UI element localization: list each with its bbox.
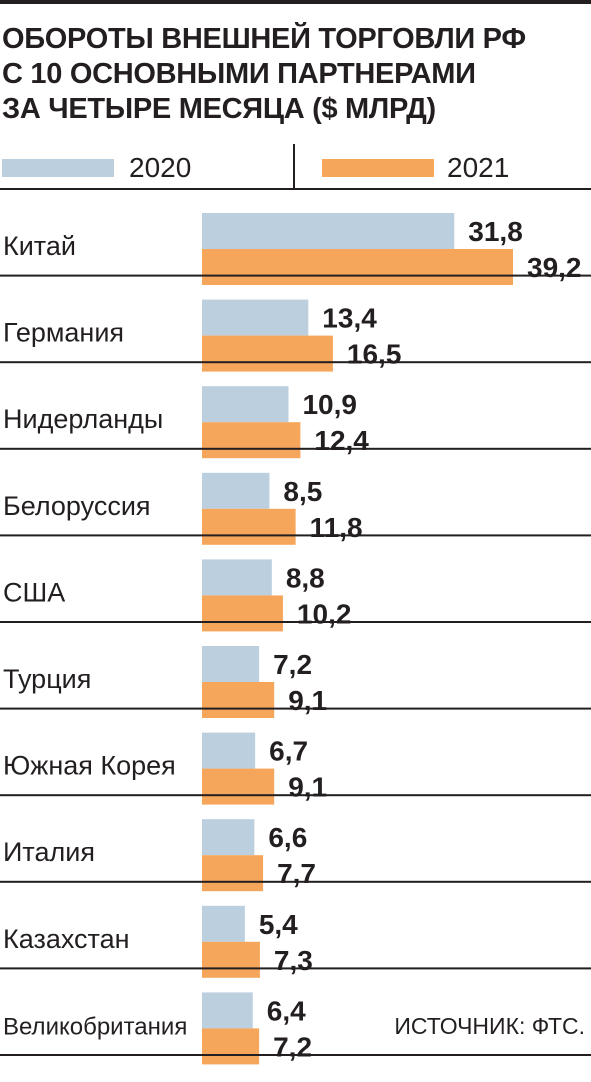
bar-group-7: Южная Корея 6,7 9,1 bbox=[0, 732, 591, 805]
bar-2020-10 bbox=[202, 992, 253, 1029]
bar-2020-6 bbox=[202, 646, 260, 682]
legend-swatch-2020 bbox=[2, 159, 114, 177]
bar-group-1: Китай 31,839,2 bbox=[0, 213, 591, 285]
chart-title-line-2: С 10 ОСНОВНЫМИ ПАРТНЕРАМИ bbox=[2, 58, 476, 90]
chart-title: ОБОРОТЫ ВНЕШНЕЙ ТОРГОВЛИ РФ С 10 ОСНОВНЫ… bbox=[2, 22, 587, 127]
bar-2021-8 bbox=[202, 855, 264, 892]
bar-group-6: Турция 7,2 9,1 bbox=[0, 646, 591, 718]
value-label-2020: 13,4 bbox=[322, 303, 377, 334]
bar-2021-3 bbox=[202, 422, 301, 459]
bar-2021-10 bbox=[202, 1028, 260, 1065]
bar-group-10: Великобритания 6,4 7,2 bbox=[0, 992, 591, 1065]
value-label-2020: 31,8 bbox=[468, 216, 522, 247]
category-label: Белоруссия bbox=[3, 491, 151, 521]
bar-2021-4 bbox=[202, 508, 296, 545]
category-label: Великобритания bbox=[3, 1013, 187, 1040]
bar-group-4: Белоруссия 8,5 11,8 bbox=[0, 472, 591, 545]
value-label-2020: 6,4 bbox=[267, 995, 306, 1026]
row-divider bbox=[0, 361, 591, 364]
value-label-2020: 10,9 bbox=[302, 389, 357, 420]
legend-swatch-2021 bbox=[322, 159, 434, 177]
row-divider bbox=[0, 880, 591, 883]
row-divider bbox=[0, 1054, 591, 1056]
value-label-2021: 12,4 bbox=[314, 425, 369, 456]
value-label-2021: 10,2 bbox=[297, 598, 352, 629]
row-divider bbox=[0, 621, 591, 623]
row-divider bbox=[0, 707, 591, 710]
bar-2020-3 bbox=[202, 386, 289, 423]
value-label-2021: 16,5 bbox=[347, 339, 402, 370]
value-label-2021: 7,7 bbox=[277, 858, 316, 889]
bar-group-9: Казахстан 5,4 7,3 bbox=[0, 905, 591, 978]
legend-divider bbox=[293, 144, 295, 188]
bar-2020-7 bbox=[202, 732, 256, 769]
bar-2021-1 bbox=[202, 249, 513, 285]
value-label-2020: 6,7 bbox=[269, 736, 308, 767]
bar-2021-5 bbox=[202, 595, 283, 632]
value-label-2021: 11,8 bbox=[310, 512, 363, 543]
bar-group-8: Италия 6,6 7,7 bbox=[0, 819, 591, 892]
bar-group-2: Германия 13,4 16,5 bbox=[0, 299, 591, 372]
category-label: Казахстан bbox=[3, 924, 130, 954]
value-label-2020: 6,6 bbox=[268, 822, 307, 853]
bar-group-3: Нидерланды 10,9 12,4 bbox=[0, 386, 591, 459]
category-label: Германия bbox=[3, 318, 124, 348]
bar-group-5: США 8,8 10,2 bbox=[0, 559, 591, 632]
value-label-2021: 7,3 bbox=[274, 945, 313, 976]
category-label: Италия bbox=[3, 837, 95, 867]
bar-2021-7 bbox=[202, 768, 275, 805]
value-label-2020: 7,2 bbox=[273, 649, 312, 680]
row-divider bbox=[0, 274, 591, 277]
value-label-2021: 9,1 bbox=[288, 772, 327, 803]
bar-2021-6 bbox=[202, 682, 275, 718]
row-divider bbox=[0, 967, 591, 970]
top-rule bbox=[0, 0, 591, 4]
row-divider bbox=[0, 447, 591, 450]
bar-2021-9 bbox=[202, 941, 260, 978]
legend: 2020 2021 bbox=[0, 144, 591, 188]
value-label-2021: 39,2 bbox=[527, 252, 582, 283]
legend-label-2020: 2020 bbox=[129, 152, 192, 183]
bar-2020-9 bbox=[202, 905, 245, 942]
legend-rule bbox=[0, 188, 591, 190]
category-label: США bbox=[3, 577, 65, 607]
category-label: Турция bbox=[3, 664, 91, 694]
bar-2020-2 bbox=[202, 299, 309, 336]
row-divider bbox=[0, 794, 591, 797]
value-label-2020: 8,8 bbox=[286, 562, 325, 593]
source-note: ИСТОЧНИК: ФТС. bbox=[394, 1013, 585, 1039]
value-label-2021: 9,1 bbox=[288, 685, 327, 716]
legend-label-2021: 2021 bbox=[447, 152, 510, 183]
category-label: Китай bbox=[3, 231, 76, 261]
bar-2020-1 bbox=[202, 213, 455, 249]
bar-2020-4 bbox=[202, 472, 270, 509]
bar-2021-2 bbox=[202, 335, 333, 372]
value-label-2021: 7,2 bbox=[273, 1031, 312, 1062]
value-label-2020: 5,4 bbox=[259, 909, 298, 940]
bar-chart: Китай 31,839,2 Германия 13,4 16,5 Нидерланды 1… bbox=[0, 213, 591, 1065]
chart-title-line-3: ЗА ЧЕТЫРЕ МЕСЯЦА ($ МЛРД) bbox=[2, 93, 436, 125]
value-label-2020: 8,5 bbox=[283, 476, 322, 507]
bar-2020-5 bbox=[202, 559, 272, 596]
bar-2020-8 bbox=[202, 819, 255, 856]
category-label: Южная Корея bbox=[3, 751, 176, 781]
chart-title-line-1: ОБОРОТЫ ВНЕШНЕЙ ТОРГОВЛИ РФ bbox=[2, 23, 526, 55]
row-divider bbox=[0, 534, 591, 537]
category-label: Нидерланды bbox=[3, 404, 163, 434]
